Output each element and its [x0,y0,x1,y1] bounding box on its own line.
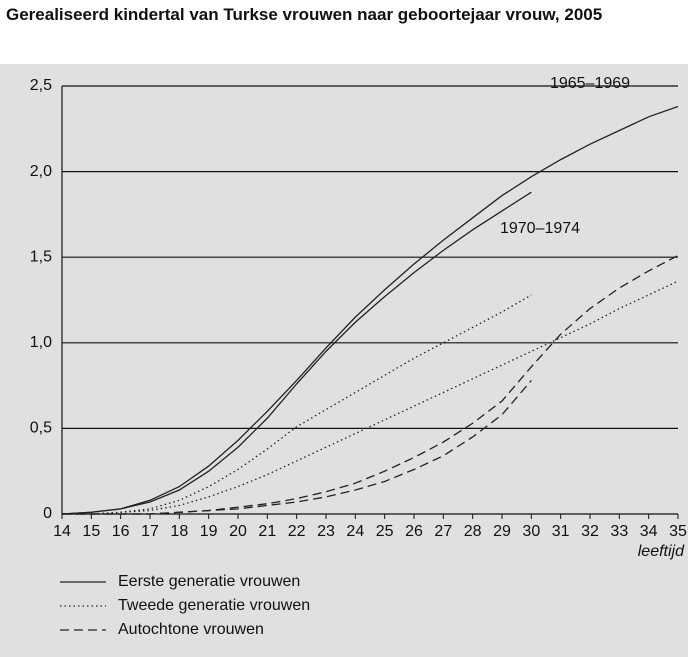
x-tick-label: 24 [346,523,364,540]
x-tick-label: 31 [552,523,570,540]
x-tick-label: 28 [464,523,482,540]
x-tick-label: 15 [82,523,100,540]
y-tick-label: 2,0 [30,163,52,180]
legend-label: Tweede generatie vrouwen [118,597,310,614]
x-tick-label: 26 [405,523,423,540]
chart-background [0,64,688,657]
x-tick-label: 22 [288,523,306,540]
x-tick-label: 25 [376,523,394,540]
x-tick-label: 27 [434,523,452,540]
y-tick-label: 1,5 [30,248,52,265]
y-tick-label: 0 [43,505,52,522]
x-tick-label: 35 [669,523,687,540]
x-tick-label: 18 [170,523,188,540]
x-tick-label: 17 [141,523,159,540]
x-tick-label: 23 [317,523,335,540]
series-line [61,191,532,515]
chart-title: Gerealiseerd kindertal van Turkse vrouwe… [6,5,603,24]
legend-label: Autochtone vrouwen [118,621,264,638]
x-tick-label: 20 [229,523,247,540]
x-axis-label: leeftijd [638,543,685,560]
series-line [62,380,532,515]
annotation: 1965–1969 [550,75,630,92]
series-line [61,105,679,515]
annotation: 1970–1974 [500,220,580,237]
y-tick-label: 0,5 [30,420,52,437]
x-tick-label: 19 [200,523,218,540]
series-line [62,280,679,515]
x-tick-label: 32 [581,523,599,540]
x-tick-label: 16 [112,523,130,540]
x-tick-label: 29 [493,523,511,540]
series-line [62,294,532,515]
x-tick-label: 33 [610,523,628,540]
x-tick-label: 34 [640,523,658,540]
y-tick-label: 2,5 [30,77,52,94]
legend-label: Eerste generatie vrouwen [118,573,300,590]
x-tick-label: 14 [53,523,71,540]
x-tick-label: 30 [522,523,540,540]
x-tick-label: 21 [258,523,276,540]
y-tick-label: 1,0 [30,334,52,351]
